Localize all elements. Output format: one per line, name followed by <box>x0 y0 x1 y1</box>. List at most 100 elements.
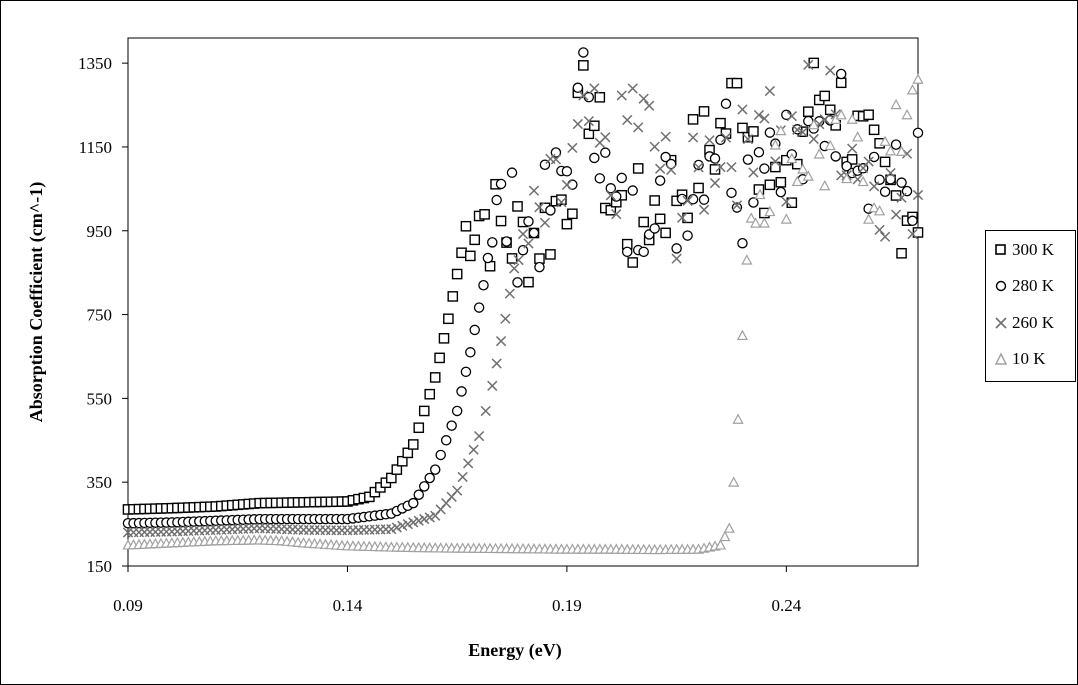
legend-item-280k: 280 K <box>994 274 1054 298</box>
data-point <box>504 288 515 299</box>
data-point <box>469 234 481 246</box>
data-point <box>534 202 545 213</box>
data-point <box>884 145 897 156</box>
data-point <box>443 313 454 325</box>
data-point <box>456 247 467 259</box>
x-tick-label: 0.19 <box>552 596 582 615</box>
data-point <box>792 158 803 170</box>
data-point <box>572 82 584 94</box>
data-point <box>621 246 633 258</box>
legend: 300 K 280 K 260 K 10 K <box>985 230 1076 382</box>
x-tick-label: 0.09 <box>113 596 143 615</box>
data-point <box>480 405 491 417</box>
data-point <box>397 455 408 467</box>
data-point <box>742 154 754 165</box>
data-point <box>517 244 529 256</box>
data-point <box>824 139 836 151</box>
data-point <box>745 212 757 223</box>
data-point <box>830 151 841 162</box>
data-point <box>792 124 803 135</box>
data-point <box>720 132 732 143</box>
data-point <box>500 313 511 324</box>
data-point <box>748 167 759 178</box>
data-point <box>676 212 688 223</box>
data-point <box>912 189 924 201</box>
legend-label: 10 K <box>1012 349 1046 368</box>
data-point <box>463 458 474 469</box>
data-point <box>567 142 578 154</box>
data-point <box>726 187 737 199</box>
data-point <box>491 194 502 206</box>
data-point <box>879 156 891 168</box>
data-point <box>627 83 638 94</box>
data-point <box>693 162 704 173</box>
data-point <box>534 253 545 264</box>
data-point <box>736 329 749 341</box>
y-tick-label: 1150 <box>79 138 112 157</box>
data-point <box>737 104 748 115</box>
data-point <box>465 347 476 358</box>
data-point <box>682 230 693 241</box>
data-point <box>434 352 445 364</box>
data-point <box>473 430 485 442</box>
legend-label: 260 K <box>1012 313 1055 332</box>
legend-item-260k: 260 K <box>994 311 1054 335</box>
data-point <box>627 257 639 268</box>
data-point <box>418 405 430 417</box>
data-point <box>451 268 463 280</box>
data-point <box>512 277 523 288</box>
data-point <box>671 253 682 264</box>
data-point <box>418 481 430 492</box>
data-point <box>495 335 507 347</box>
data-point <box>638 246 649 258</box>
data-point <box>556 197 567 208</box>
data-point <box>841 172 853 184</box>
data-point <box>468 444 479 455</box>
data-point <box>655 163 666 174</box>
data-point <box>665 158 677 170</box>
data-point <box>589 120 600 132</box>
x-tick-label: 0.14 <box>333 596 363 615</box>
data-point <box>863 109 874 121</box>
data-point <box>665 164 677 176</box>
data-point <box>879 231 891 242</box>
data-point <box>687 114 699 125</box>
data-point <box>912 73 924 84</box>
data-point <box>764 179 776 191</box>
data-point <box>741 254 753 265</box>
data-point <box>482 252 494 264</box>
data-point <box>819 179 831 191</box>
data-point <box>435 449 446 461</box>
data-point <box>649 195 660 206</box>
data-point <box>578 60 589 71</box>
data-point <box>846 154 858 165</box>
data-point <box>819 114 830 125</box>
data-point <box>813 148 825 159</box>
data-point <box>456 386 467 397</box>
data-point <box>605 183 617 194</box>
data-point <box>868 201 880 213</box>
data-point <box>391 464 403 475</box>
data-point <box>731 202 743 213</box>
data-point <box>698 194 710 205</box>
data-point <box>879 186 891 198</box>
data-point <box>523 216 534 227</box>
data-point <box>407 439 419 450</box>
data-point <box>693 182 704 194</box>
data-point <box>896 247 907 259</box>
legend-item-10k: 10 K <box>994 347 1046 371</box>
data-point <box>451 405 463 417</box>
plot-area <box>127 37 919 567</box>
data-point <box>726 161 737 173</box>
data-point <box>731 200 743 211</box>
data-point <box>594 92 606 103</box>
data-point <box>501 236 512 247</box>
data-point <box>478 279 489 291</box>
data-point <box>487 380 498 391</box>
data-point <box>440 435 452 446</box>
data-point <box>671 243 682 254</box>
y-tick-label: 150 <box>87 557 113 576</box>
data-point <box>890 98 902 110</box>
data-point <box>737 122 748 134</box>
data-point <box>770 156 781 167</box>
